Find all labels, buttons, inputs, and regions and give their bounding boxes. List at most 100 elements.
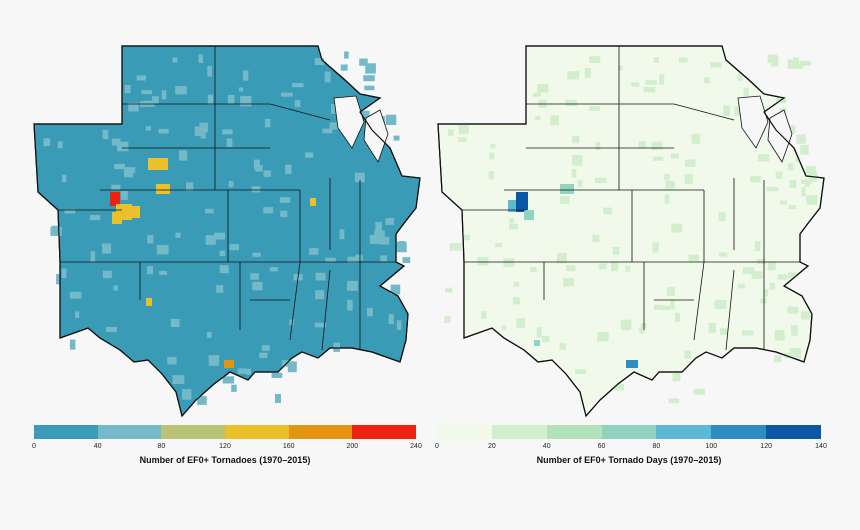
legend-swatch xyxy=(437,425,492,439)
county-cell xyxy=(200,130,206,139)
county-cell xyxy=(513,281,520,287)
county-cell xyxy=(750,176,761,183)
county-cell xyxy=(639,327,645,334)
county-cell xyxy=(612,247,620,255)
county-cell xyxy=(738,74,743,81)
county-cell xyxy=(285,164,292,175)
county-cell xyxy=(710,62,722,68)
county-cell xyxy=(89,215,101,221)
county-cell xyxy=(575,369,586,374)
county-cell xyxy=(592,234,600,243)
county-cell xyxy=(495,243,502,248)
county-cell xyxy=(666,287,675,296)
county-cell xyxy=(246,368,251,375)
county-cell xyxy=(481,311,487,319)
county-cell xyxy=(738,283,745,289)
county-cell xyxy=(259,352,268,359)
maps-canvas xyxy=(33,45,825,417)
hotspot-cell xyxy=(112,212,122,224)
legend-swatch xyxy=(97,425,162,439)
county-cell xyxy=(219,250,226,257)
county-cell xyxy=(314,58,325,65)
legend-tick-label: 160 xyxy=(282,443,295,450)
county-cell xyxy=(252,252,261,257)
hotspot-cell xyxy=(310,198,316,206)
county-cell xyxy=(380,255,387,262)
county-cell xyxy=(128,102,139,112)
county-cell xyxy=(325,257,336,263)
county-cell xyxy=(102,243,112,254)
county-cell xyxy=(69,339,76,350)
county-cells xyxy=(444,54,818,404)
county-cell xyxy=(359,58,368,66)
legend-tick-label: 40 xyxy=(542,443,551,450)
county-cell xyxy=(718,252,728,257)
county-cell xyxy=(620,319,632,331)
county-cell xyxy=(653,304,663,310)
county-cell xyxy=(691,133,701,144)
county-cell xyxy=(198,54,203,63)
legend-swatch xyxy=(288,425,353,439)
county-cell xyxy=(679,57,688,63)
county-cell xyxy=(780,200,787,205)
county-cell xyxy=(281,92,293,97)
county-cell xyxy=(292,83,304,88)
county-cell xyxy=(355,254,363,261)
county-cell xyxy=(775,171,783,179)
county-cell xyxy=(363,75,375,82)
county-cell xyxy=(489,152,495,160)
county-cell xyxy=(444,315,451,324)
legend-swatch xyxy=(711,425,767,439)
county-cell xyxy=(516,318,526,328)
county-cell xyxy=(208,355,220,366)
county-cell xyxy=(340,64,348,71)
county-cell xyxy=(688,254,699,262)
county-cell xyxy=(250,273,259,280)
county-cell xyxy=(501,325,506,330)
county-cell xyxy=(751,271,763,279)
county-cell xyxy=(800,145,809,155)
county-cell xyxy=(754,241,761,251)
county-cell xyxy=(603,207,612,215)
county-cell xyxy=(572,135,580,144)
county-cell xyxy=(43,138,51,147)
county-cell xyxy=(720,328,728,335)
county-cell xyxy=(367,307,373,317)
county-cell xyxy=(375,221,382,232)
county-cell xyxy=(788,204,797,210)
legend-tick-label: 0 xyxy=(32,443,36,450)
county-cell xyxy=(445,287,453,293)
hotspot-cell xyxy=(626,360,638,368)
county-cell xyxy=(117,141,129,152)
county-cell xyxy=(618,65,623,71)
county-cell xyxy=(787,163,794,171)
county-cell xyxy=(670,153,679,159)
county-cell xyxy=(797,63,804,69)
county-cell xyxy=(763,289,769,297)
county-cell xyxy=(503,258,515,267)
county-cell xyxy=(90,251,96,263)
county-cell xyxy=(535,115,541,121)
county-cell xyxy=(158,128,169,134)
legend-tick-label: 20 xyxy=(487,443,496,450)
county-cell xyxy=(62,174,67,182)
hotspot-cell xyxy=(126,206,140,218)
county-cell xyxy=(595,142,601,150)
county-cell xyxy=(354,172,365,183)
hotspot-cell xyxy=(560,184,574,194)
county-cell xyxy=(226,138,233,147)
legend-title: Number of EF0+ Tornadoes (1970–2015) xyxy=(139,455,311,465)
county-cell xyxy=(659,305,671,310)
county-cell xyxy=(559,343,566,350)
legend-tick-label: 60 xyxy=(597,443,606,450)
tornado-days-map xyxy=(437,45,825,417)
county-cell xyxy=(801,187,806,197)
county-cell xyxy=(625,265,631,272)
county-cell xyxy=(652,156,664,161)
county-cell xyxy=(159,271,168,275)
county-cell xyxy=(347,299,353,311)
county-cell xyxy=(251,186,261,193)
county-cell xyxy=(309,248,319,255)
county-cell xyxy=(457,137,467,142)
county-cell xyxy=(229,244,239,251)
